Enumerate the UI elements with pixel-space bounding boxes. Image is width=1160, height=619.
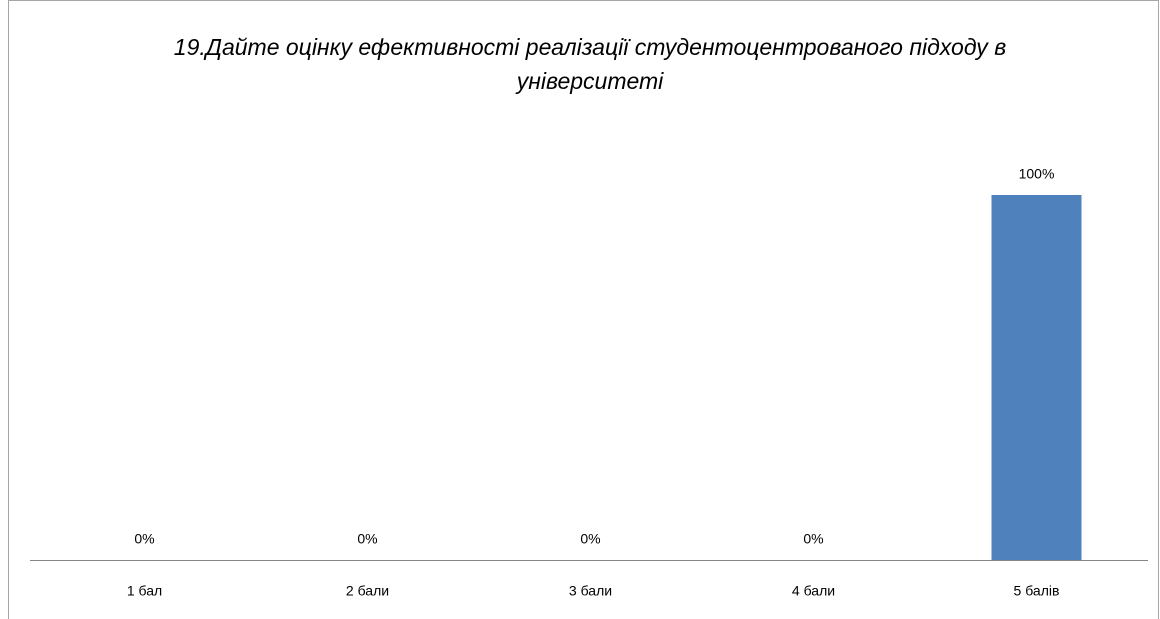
- bar: [991, 195, 1082, 560]
- chart-title: 19.Дайте оцінку ефективності реалізації …: [173, 34, 1007, 94]
- x-tick-label: 4 бали: [792, 583, 835, 599]
- x-tick-label: 5 балів: [1014, 583, 1060, 599]
- value-label: 0%: [580, 531, 600, 547]
- x-tick-label: 3 бали: [569, 583, 612, 599]
- x-tick-label: 1 бал: [127, 583, 162, 599]
- value-label: 0%: [134, 531, 154, 547]
- chart-border: [8, 0, 1159, 619]
- value-label: 0%: [357, 531, 377, 547]
- x-tick-label: 2 бали: [346, 583, 389, 599]
- value-label: 100%: [1019, 166, 1055, 182]
- value-label: 0%: [803, 531, 823, 547]
